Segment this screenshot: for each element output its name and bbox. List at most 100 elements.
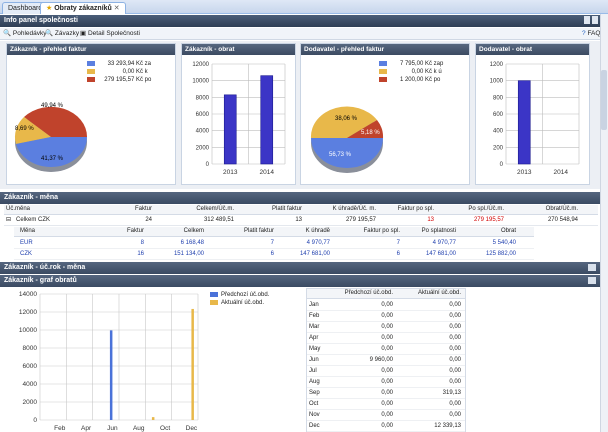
x-tick-label: Dec [186,425,198,432]
cell: 6 [270,251,274,257]
pie-slice-k [311,138,383,168]
detail-label: Detail Společnosti [87,30,140,37]
table-row[interactable]: Nov 0,00 0,00 [307,410,465,421]
toolbar [0,28,600,40]
y-tick-label: 0 [33,417,37,424]
pohledavky-button[interactable]: 🔍 Pohledávky [3,29,47,39]
detail-spolecnosti-button[interactable]: ▣ Detail Společnosti [80,29,140,39]
section-title: Zákazník - měna [4,194,59,201]
cell: 0,00 [449,324,461,330]
col-header: Obrat/Úč.m. [545,206,578,212]
legend-label: zap [433,61,444,67]
cell: 0,00 [381,324,393,330]
cell: 4 970,77 [306,240,330,246]
cell: 12 339,13 [434,423,461,429]
table-row[interactable]: Oct 0,00 0,00 [307,399,465,410]
cell: CZK [20,251,32,257]
pie-label: 8,69 % [15,126,34,132]
cell: 13 [427,217,434,223]
cell: Mar [309,324,320,330]
scrollbar-thumb[interactable] [601,70,607,130]
cell: 24 [145,217,152,223]
x-tick-label: Aug [133,425,145,432]
mena-row-czk[interactable]: CZK 16 151 134,00 6 147 681,00 6 147 681… [14,250,534,260]
y-tick-label: 14000 [19,291,37,298]
cell: 0,00 [381,335,393,341]
y-tick-label: 12000 [19,309,37,316]
cell: 0,00 [449,357,461,363]
pie-chart-dodavatel: 38,06 % 5,18 % 56,73 % [310,106,384,173]
tab-obraty-zakazniku[interactable]: ★ Obraty zákazníků ✕ [40,2,126,14]
bar [517,80,531,165]
table-row[interactable]: Feb 0,00 0,00 [307,311,465,322]
col-header: Faktur po spl. [363,228,400,234]
y-tick-label: 10000 [19,327,37,334]
table-row[interactable]: Jan 0,00 0,00 [307,300,465,311]
mena-sub-header: Měna Faktur Celkem Platit faktur K úhrad… [14,227,534,237]
bar-chart-graf-obratu: 14000 12000 10000 8000 6000 4000 2000 0 Feb Apr Ju… [19,291,199,432]
cell: 0,00 [381,390,393,396]
pie-slice-k [14,117,51,144]
collapse-icon[interactable]: ⊟ [6,217,12,223]
pie-slice-zap [310,106,377,138]
zavazky-label: Závazky [54,30,80,37]
cell: 147 681,00 [425,251,456,257]
cell: 279 195,57 [473,217,504,223]
cell: 125 882,00 [485,251,516,257]
scrollbar[interactable] [600,14,608,432]
table-row[interactable]: Aug 0,00 0,00 [307,377,465,388]
cell: 6 [396,251,400,257]
close-icon[interactable]: ✕ [113,5,120,12]
cell: May [309,346,321,352]
table-row[interactable]: Mar 0,00 0,00 [307,322,465,333]
legend-value: 7 795,00 Kč [399,61,432,67]
faq-button[interactable]: ? FAQ [582,29,600,39]
bar [223,94,237,165]
section-ucrok-header[interactable]: Zákazník - úč.rok - měna [0,262,600,274]
table-row[interactable]: Dec 0,00 12 339,13 [307,421,465,432]
mena-row-eur[interactable]: EUR 8 6 168,48 7 4 970,77 7 4 970,77 5 5… [14,239,534,249]
table-row[interactable]: Sep 0,00 319,13 [307,388,465,399]
card-dodavatel-prehled: Dodavatel - přehled faktur 7 795,00 Kč z… [300,43,470,185]
collapse-icon[interactable] [584,16,590,24]
pie-label: 5,18 % [361,130,380,136]
table-row[interactable]: Jun 9 960,00 0,00 [307,355,465,366]
cell: 319,13 [442,390,461,396]
card-dodavatel-obrat: Dodavatel - obrat 1200 1000 800 600 400 200 0 2… [475,43,590,185]
cell: 0,00 [449,412,461,418]
expand-icon[interactable] [588,277,596,284]
legend-item: 279 195,57 Kč po [87,76,151,84]
cell: 0,00 [381,346,393,352]
cell: 312 489,51 [203,217,234,223]
search-icon: 🔍 [3,30,12,37]
legend-swatch [87,60,95,66]
col-header: Faktur po spl. [397,206,434,212]
legend-label: k [144,69,148,75]
legend-item: Aktuální úč.obd. [210,299,269,307]
section-mena-header: Zákazník - měna [0,192,600,204]
search-icon: 🔍 [45,30,54,37]
table-row[interactable]: May 0,00 0,00 [307,344,465,355]
y-tick-label: 800 [493,95,504,101]
expand-icon[interactable] [588,264,596,271]
cell: Aug [309,379,320,385]
x-tick-label: Oct [160,425,170,432]
section-title: Zákazník - úč.rok - měna [4,264,86,271]
y-tick-label: 8000 [23,345,38,352]
y-tick-label: 2000 [196,145,210,151]
pie-label: 56,73 % [329,152,352,158]
zavazky-button[interactable]: 🔍 Závazky [45,29,79,39]
card-title: Zákazník - přehled faktur [7,44,175,55]
table-row[interactable]: Jul 0,00 0,00 [307,366,465,377]
tab-label: Dashboard [8,5,43,12]
legend-item: 0,00 Kč k [87,68,151,76]
col-header: Faktur [126,228,144,234]
card-zakaznik-prehled: Zákazník - přehled faktur 33 293,94 Kč z… [6,43,176,185]
pie-legend: 7 795,00 Kč zap 0,00 Kč k ú 1 200,00 Kč … [379,60,443,84]
x-tick-label: 2013 [517,169,532,176]
close-icon[interactable] [592,16,598,24]
table-row[interactable]: Apr 0,00 0,00 [307,333,465,344]
help-icon: ? [582,30,586,37]
mena-total-row[interactable]: ⊟ Celkem CZK 24 312 489,51 13 279 195,57… [4,216,598,226]
cell: 270 548,94 [547,217,578,223]
